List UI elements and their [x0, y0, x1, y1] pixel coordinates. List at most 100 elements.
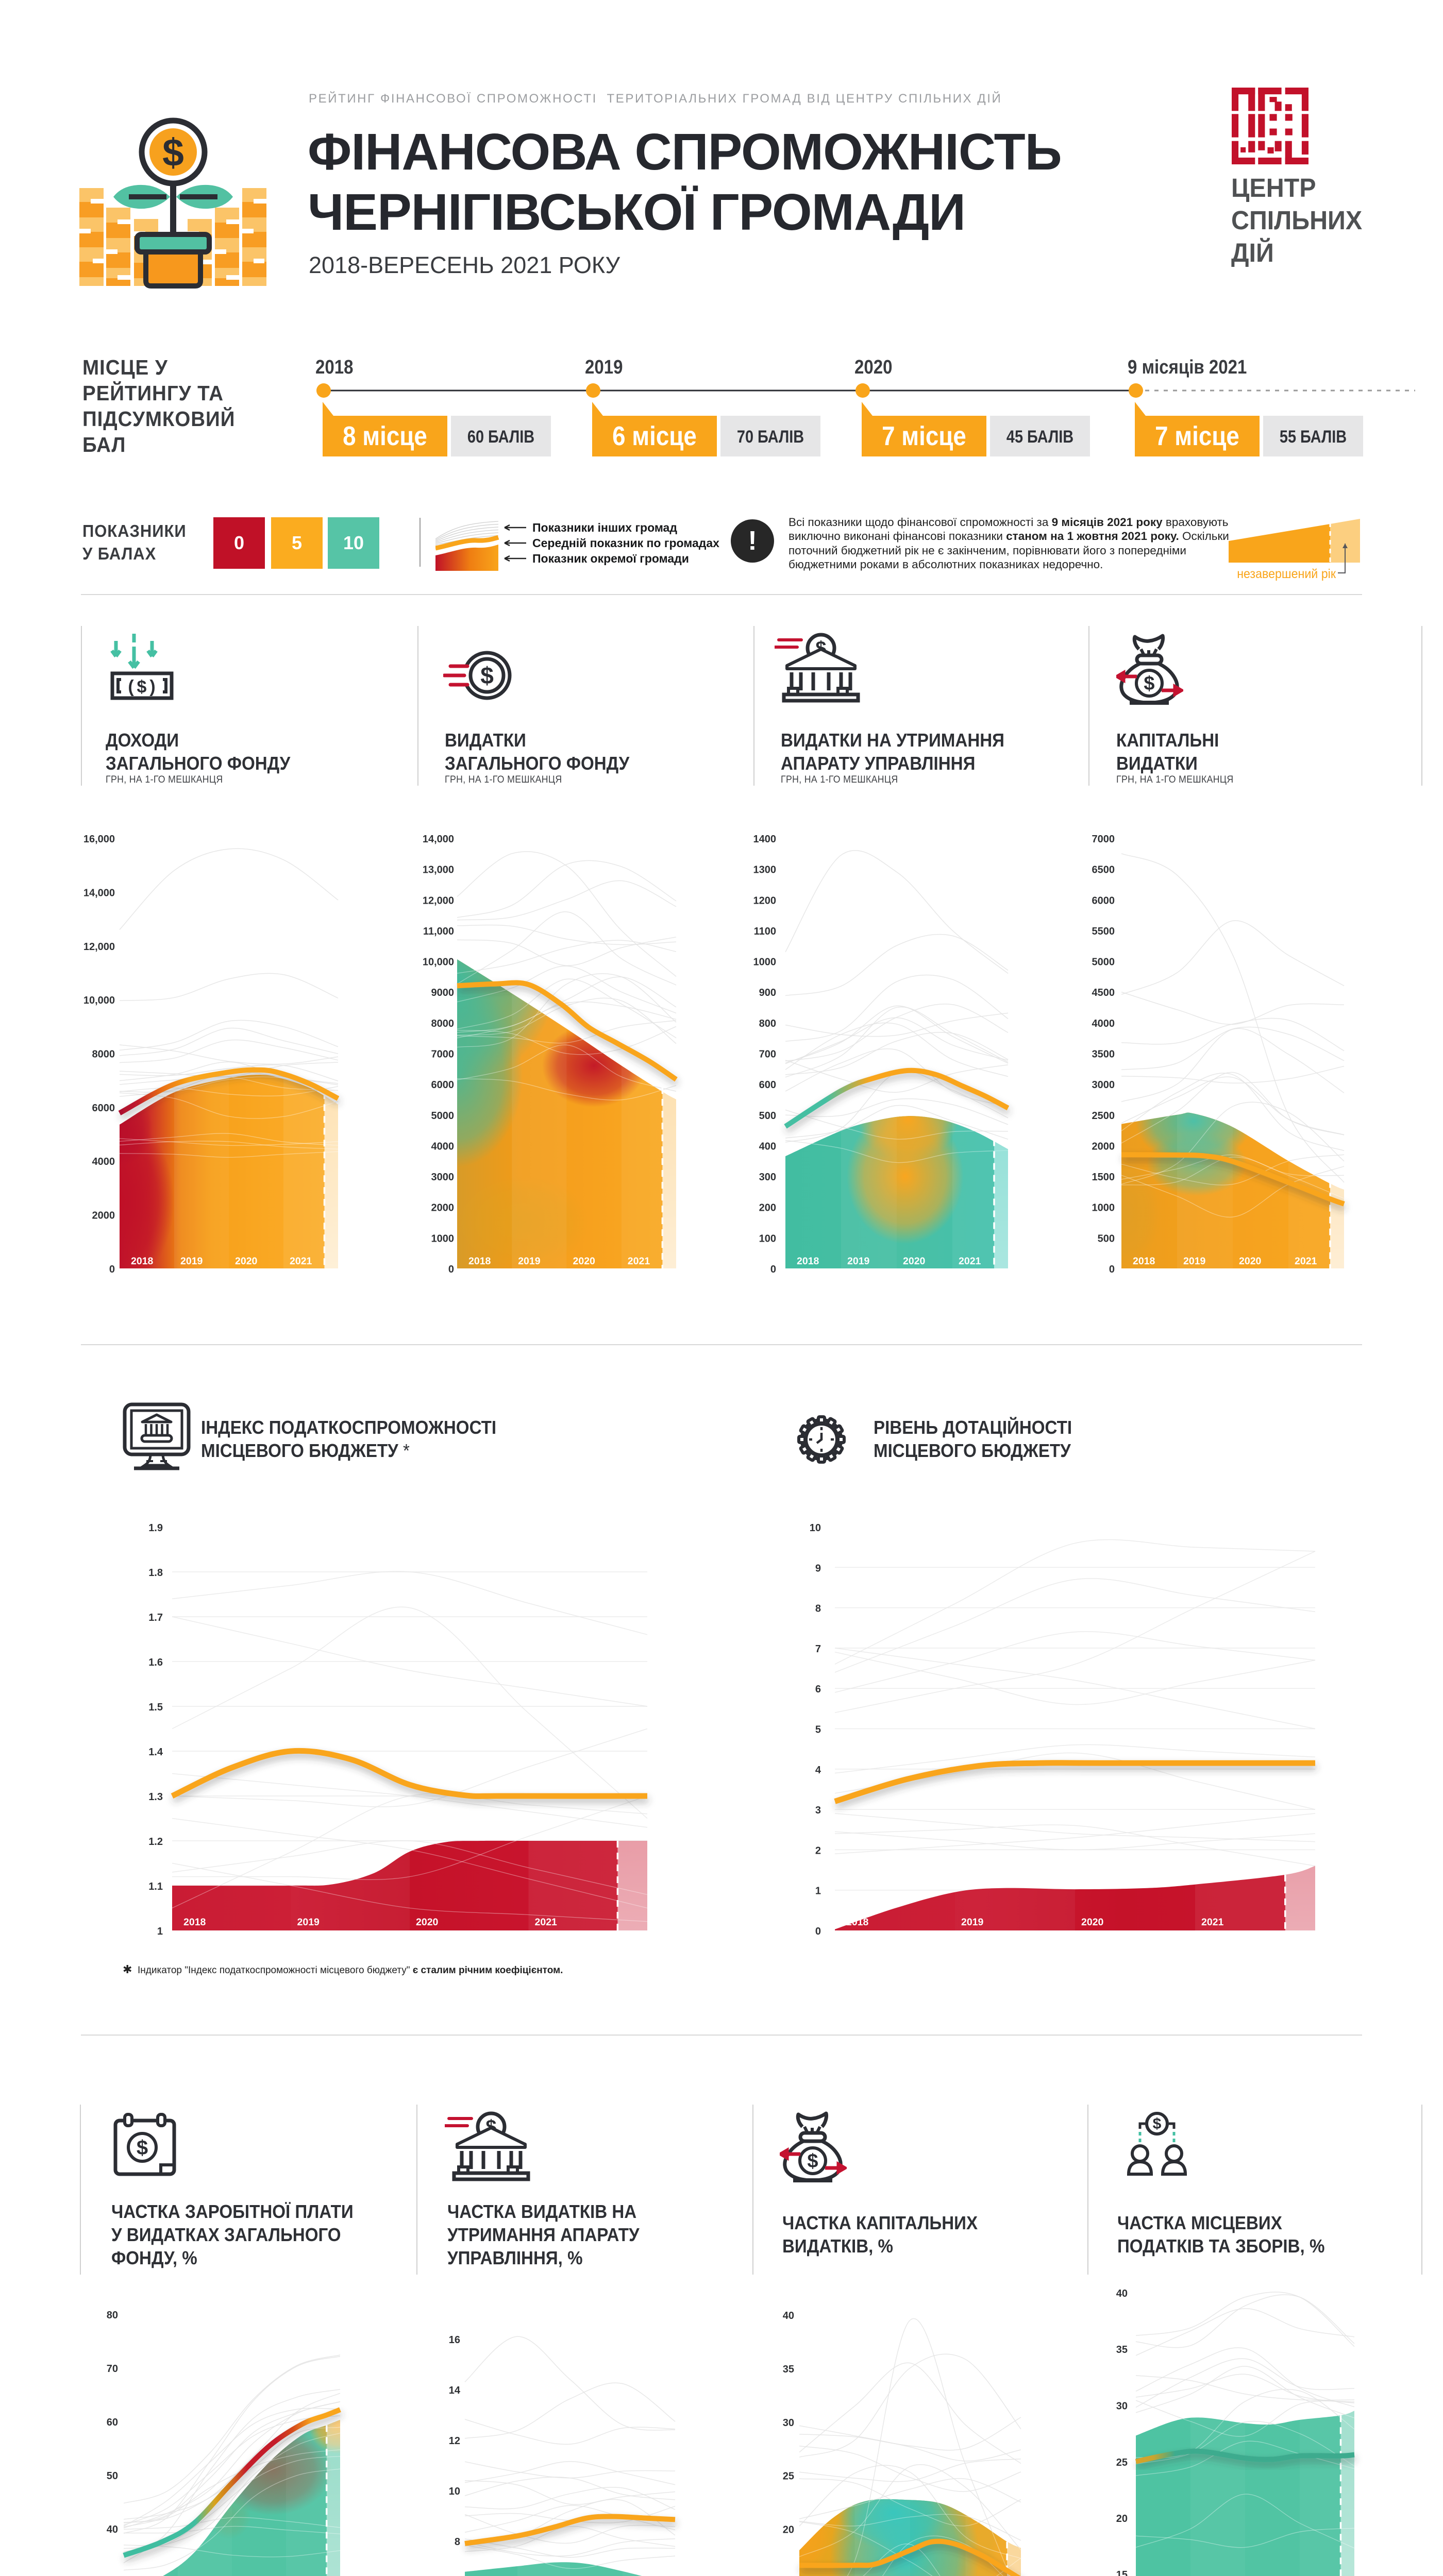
svg-text:2021: 2021 — [628, 1256, 650, 1267]
svg-text:4000: 4000 — [92, 1156, 115, 1167]
svg-text:70: 70 — [107, 2363, 118, 2375]
svg-text:0: 0 — [109, 1264, 115, 1275]
svg-text:500: 500 — [1098, 1233, 1115, 1244]
svg-text:2021: 2021 — [290, 1256, 312, 1267]
svg-text:2019: 2019 — [297, 1917, 320, 1928]
svg-text:14: 14 — [449, 2385, 461, 2396]
svg-text:7 місце: 7 місце — [882, 421, 966, 451]
svg-text:6000: 6000 — [1092, 895, 1115, 906]
svg-text:2018: 2018 — [183, 1917, 206, 1928]
svg-text:($): ($) — [126, 679, 157, 698]
svg-text:1500: 1500 — [1092, 1172, 1115, 1183]
svg-text:$: $ — [137, 2137, 148, 2159]
svg-text:2021: 2021 — [1201, 1917, 1224, 1928]
svg-text:7: 7 — [815, 1643, 821, 1655]
svg-text:50: 50 — [107, 2470, 118, 2482]
svg-text:1100: 1100 — [754, 926, 776, 937]
svg-text:2020: 2020 — [1239, 1256, 1262, 1267]
svg-text:2020: 2020 — [903, 1256, 926, 1267]
svg-text:2019: 2019 — [847, 1256, 870, 1267]
svg-text:1000: 1000 — [1092, 1202, 1115, 1214]
svg-text:40: 40 — [783, 2310, 794, 2321]
svg-text:6500: 6500 — [1092, 865, 1115, 876]
svg-text:25: 25 — [783, 2471, 794, 2482]
svg-text:1000: 1000 — [431, 1233, 455, 1244]
svg-text:0: 0 — [770, 1264, 776, 1275]
svg-text:60: 60 — [107, 2417, 118, 2428]
svg-text:55 БАЛІВ: 55 БАЛІВ — [1280, 427, 1347, 447]
svg-text:0: 0 — [448, 1264, 454, 1275]
svg-text:14,000: 14,000 — [83, 887, 115, 899]
svg-text:2020: 2020 — [1081, 1917, 1104, 1928]
svg-text:35: 35 — [783, 2364, 794, 2375]
svg-text:3: 3 — [815, 1805, 821, 1816]
svg-text:7 місце: 7 місце — [1155, 421, 1239, 451]
svg-text:12,000: 12,000 — [83, 941, 115, 953]
svg-text:800: 800 — [759, 1018, 776, 1029]
svg-text:СПІЛЬНИХ: СПІЛЬНИХ — [1231, 206, 1362, 235]
svg-text:$: $ — [1144, 673, 1154, 694]
svg-text:45 БАЛІВ: 45 БАЛІВ — [1006, 427, 1073, 447]
svg-text:80: 80 — [107, 2310, 118, 2321]
svg-text:$: $ — [807, 2150, 818, 2172]
svg-text:2020: 2020 — [854, 356, 893, 378]
svg-text:2000: 2000 — [1092, 1141, 1115, 1152]
svg-text:2018: 2018 — [797, 1256, 819, 1267]
svg-text:6: 6 — [815, 1684, 821, 1695]
svg-text:60 БАЛІВ: 60 БАЛІВ — [467, 427, 534, 447]
svg-text:3000: 3000 — [1092, 1079, 1115, 1091]
svg-text:1300: 1300 — [753, 865, 777, 876]
svg-text:600: 600 — [759, 1079, 776, 1091]
svg-text:6000: 6000 — [431, 1079, 455, 1091]
svg-text:2018: 2018 — [846, 1917, 869, 1928]
svg-text:11,000: 11,000 — [423, 926, 454, 937]
svg-text:1.6: 1.6 — [148, 1657, 163, 1668]
svg-text:1.8: 1.8 — [148, 1567, 163, 1579]
svg-text:1200: 1200 — [753, 895, 777, 906]
svg-text:40: 40 — [1116, 2288, 1128, 2299]
svg-text:1.5: 1.5 — [148, 1702, 163, 1713]
svg-text:300: 300 — [759, 1172, 776, 1183]
svg-text:0: 0 — [1109, 1264, 1115, 1275]
svg-text:5000: 5000 — [431, 1110, 455, 1122]
svg-text:2019: 2019 — [961, 1917, 984, 1928]
svg-text:1.7: 1.7 — [148, 1612, 163, 1623]
svg-text:2020: 2020 — [573, 1256, 596, 1267]
svg-text:2021: 2021 — [1295, 1256, 1317, 1267]
svg-text:700: 700 — [759, 1049, 776, 1060]
svg-text:10: 10 — [449, 2486, 460, 2497]
svg-text:25: 25 — [1116, 2457, 1128, 2468]
svg-text:12: 12 — [449, 2435, 460, 2447]
svg-text:2019: 2019 — [180, 1256, 203, 1267]
svg-text:20: 20 — [1116, 2513, 1128, 2524]
svg-text:3000: 3000 — [431, 1172, 455, 1183]
svg-text:ЦЕНТР: ЦЕНТР — [1231, 173, 1316, 202]
svg-text:1.9: 1.9 — [148, 1522, 163, 1534]
svg-text:1.2: 1.2 — [148, 1836, 163, 1848]
svg-text:1000: 1000 — [753, 957, 777, 968]
svg-text:2019: 2019 — [1183, 1256, 1206, 1267]
svg-text:2020: 2020 — [235, 1256, 258, 1267]
svg-text:12,000: 12,000 — [423, 895, 454, 906]
svg-text:3500: 3500 — [1092, 1049, 1115, 1060]
svg-text:2019: 2019 — [518, 1256, 541, 1267]
svg-text:14,000: 14,000 — [423, 834, 454, 845]
svg-text:100: 100 — [759, 1233, 776, 1244]
svg-text:2021: 2021 — [535, 1917, 558, 1928]
svg-text:2018: 2018 — [468, 1256, 491, 1267]
svg-text:8: 8 — [815, 1603, 821, 1615]
svg-text:8000: 8000 — [92, 1049, 115, 1060]
svg-text:10: 10 — [810, 1522, 821, 1534]
svg-text:2019: 2019 — [585, 356, 623, 378]
svg-text:400: 400 — [759, 1141, 776, 1152]
svg-text:2000: 2000 — [92, 1210, 115, 1222]
svg-text:10,000: 10,000 — [423, 957, 454, 968]
svg-text:5: 5 — [815, 1724, 821, 1736]
svg-text:2018: 2018 — [315, 356, 354, 378]
svg-text:2: 2 — [815, 1845, 821, 1856]
svg-text:500: 500 — [759, 1110, 776, 1122]
svg-text:16,000: 16,000 — [83, 834, 115, 845]
svg-text:4000: 4000 — [1092, 1018, 1115, 1029]
svg-text:9 місяців 2021: 9 місяців 2021 — [1128, 356, 1247, 378]
svg-text:5000: 5000 — [1092, 957, 1115, 968]
